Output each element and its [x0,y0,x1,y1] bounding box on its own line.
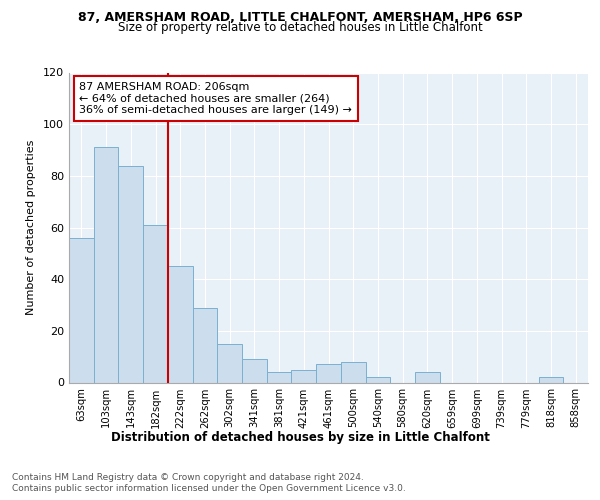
Text: Size of property relative to detached houses in Little Chalfont: Size of property relative to detached ho… [118,22,482,35]
Bar [341,362,365,382]
Text: Contains public sector information licensed under the Open Government Licence v3: Contains public sector information licen… [12,484,406,493]
Bar [242,359,267,382]
Bar [365,378,390,382]
Bar [539,378,563,382]
Bar [118,166,143,382]
Bar [415,372,440,382]
Bar [267,372,292,382]
Bar [143,225,168,382]
Text: 87 AMERSHAM ROAD: 206sqm
← 64% of detached houses are smaller (264)
36% of semi-: 87 AMERSHAM ROAD: 206sqm ← 64% of detach… [79,82,352,115]
Y-axis label: Number of detached properties: Number of detached properties [26,140,36,315]
Bar [193,308,217,382]
Bar [69,238,94,382]
Text: 87, AMERSHAM ROAD, LITTLE CHALFONT, AMERSHAM, HP6 6SP: 87, AMERSHAM ROAD, LITTLE CHALFONT, AMER… [77,11,523,24]
Bar [94,148,118,382]
Bar [217,344,242,383]
Bar [316,364,341,382]
Text: Distribution of detached houses by size in Little Chalfont: Distribution of detached houses by size … [110,431,490,444]
Text: Contains HM Land Registry data © Crown copyright and database right 2024.: Contains HM Land Registry data © Crown c… [12,472,364,482]
Bar [292,370,316,382]
Bar [168,266,193,382]
